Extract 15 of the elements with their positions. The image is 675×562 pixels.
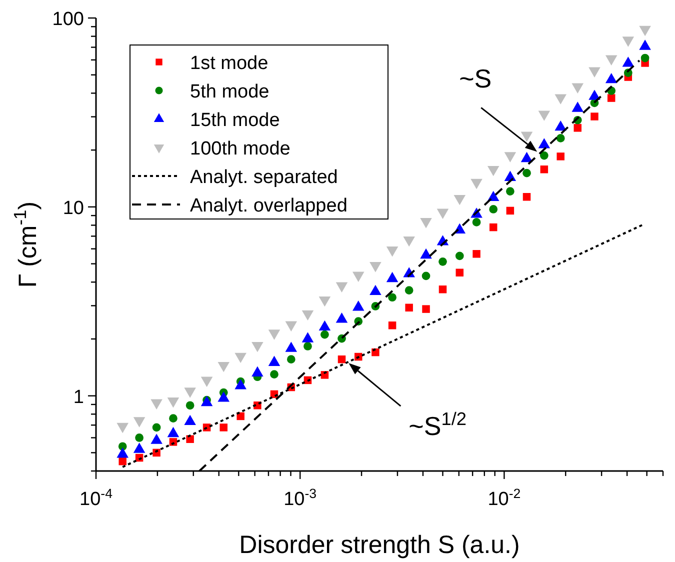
legend-label: Analyt. overlapped — [190, 196, 348, 216]
legend-label: 15th mode — [190, 110, 280, 131]
legend-label: Analyt. separated — [190, 167, 338, 188]
x-tick-label: 10$^{-3}$ — [284, 486, 317, 510]
y-tick-label: 1 — [73, 386, 84, 408]
y-tick-label: 100 — [52, 9, 84, 30]
x-tick-label: 10$^{-2}$ — [488, 486, 521, 510]
annotation: ~S — [459, 64, 492, 94]
legend-label: 100th mode — [190, 138, 290, 160]
legend-label: 1st mode — [190, 53, 268, 74]
legend-label: 5th mode — [190, 82, 270, 102]
y-tick-label: 10 — [62, 198, 84, 219]
x-tick-label: 10$^{-4}$ — [80, 486, 112, 510]
annotation: ~S$^{1/2}$ — [408, 409, 467, 442]
x-axis-title: Disorder strength S (a.u.) — [239, 531, 520, 559]
